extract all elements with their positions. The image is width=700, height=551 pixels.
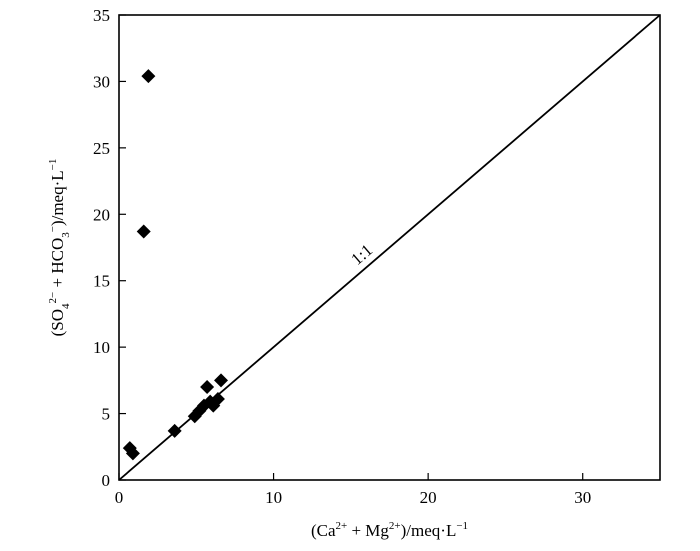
y-tick-label: 25 xyxy=(93,139,110,158)
y-tick-label: 15 xyxy=(93,272,110,291)
data-point xyxy=(167,423,182,438)
data-point xyxy=(141,69,156,84)
x-tick-label: 20 xyxy=(420,488,437,507)
data-point xyxy=(214,373,229,388)
y-tick-label: 10 xyxy=(93,338,110,357)
y-axis-title: (SO42− + HCO3−)/meq·L−1 xyxy=(47,159,72,337)
data-point xyxy=(136,224,151,239)
data-point xyxy=(125,446,140,461)
y-tick-label: 0 xyxy=(102,471,111,490)
reference-line-label: 1:1 xyxy=(347,240,376,269)
x-tick-label: 10 xyxy=(265,488,282,507)
data-point xyxy=(210,391,225,406)
y-tick-label: 30 xyxy=(93,72,110,91)
x-tick-label: 0 xyxy=(115,488,124,507)
y-tick-label: 35 xyxy=(93,6,110,25)
x-tick-label: 30 xyxy=(574,488,591,507)
y-tick-label: 20 xyxy=(93,205,110,224)
y-tick-label: 5 xyxy=(102,405,111,424)
x-axis-title: (Ca2+ + Mg2+)/meq·L−1 xyxy=(311,520,468,540)
plot-frame xyxy=(118,14,661,481)
data-point xyxy=(200,380,215,394)
